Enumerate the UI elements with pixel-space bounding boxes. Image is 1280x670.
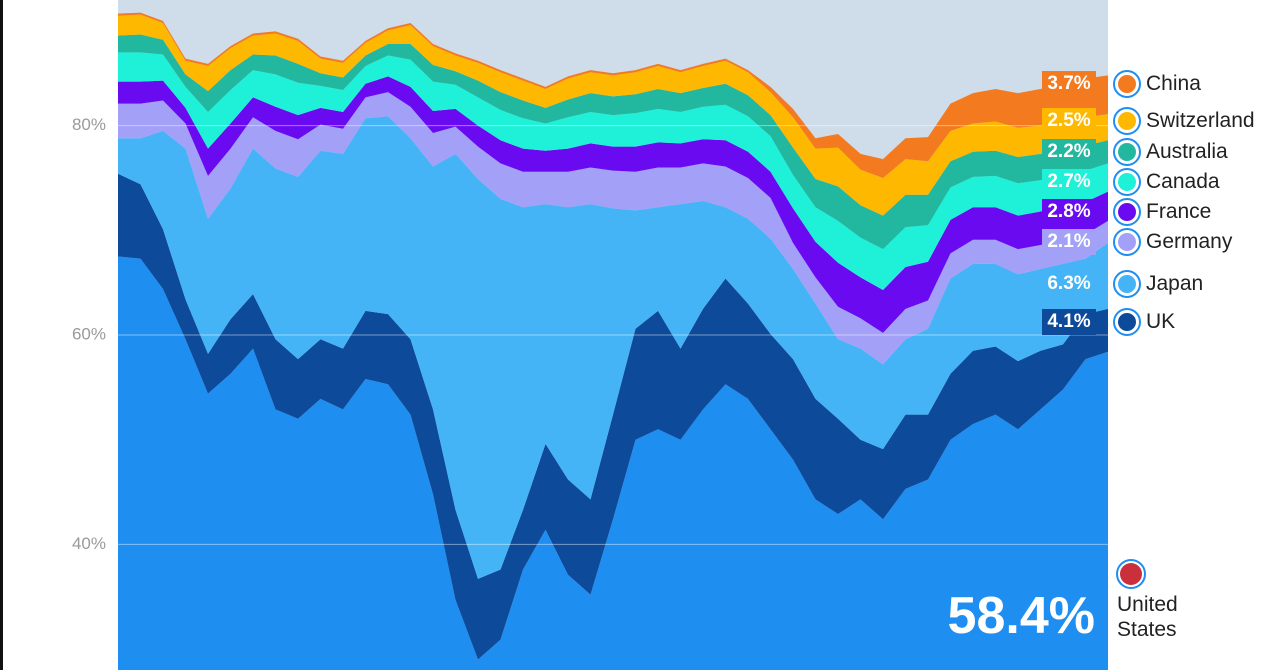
legend-label: Australia bbox=[1146, 140, 1228, 163]
flag-icon-inner bbox=[1118, 75, 1136, 93]
grid: 40% 60% 80% bbox=[72, 115, 1108, 553]
flag-icon-inner bbox=[1118, 143, 1136, 161]
big-value-label: 58.4% bbox=[947, 587, 1095, 645]
flag-icon-inner bbox=[1118, 275, 1136, 293]
flag-icon-inner bbox=[1120, 563, 1142, 585]
flag-icon-inner bbox=[1118, 313, 1136, 331]
flag-icon-inner bbox=[1118, 173, 1136, 191]
value-label: 2.7% bbox=[1042, 169, 1096, 195]
legend-label: Canada bbox=[1146, 170, 1220, 193]
legend-label: Germany bbox=[1146, 230, 1233, 253]
y-tick-label: 60% bbox=[72, 324, 106, 343]
y-tick-label: 40% bbox=[72, 534, 106, 553]
legend-label: China bbox=[1146, 72, 1201, 95]
flag-icon-inner bbox=[1118, 112, 1136, 130]
areas bbox=[118, 12, 1108, 670]
value-label: 2.8% bbox=[1042, 199, 1096, 225]
legend-label: United States bbox=[1117, 593, 1178, 641]
area bbox=[118, 256, 1108, 670]
value-label: 6.3% bbox=[1042, 271, 1096, 297]
legend-label: Switzerland bbox=[1146, 109, 1255, 132]
legend-label: Japan bbox=[1146, 272, 1204, 295]
value-label: 2.1% bbox=[1042, 229, 1096, 255]
area bbox=[118, 173, 1108, 660]
value-label: 2.2% bbox=[1042, 139, 1096, 165]
left-edge bbox=[0, 0, 3, 670]
area bbox=[118, 116, 1108, 579]
flag-icon-inner bbox=[1118, 233, 1136, 251]
flag-icon-inner bbox=[1118, 203, 1136, 221]
value-label: 2.5% bbox=[1042, 108, 1096, 134]
value-label: 4.1% bbox=[1042, 309, 1096, 335]
value-label: 3.7% bbox=[1042, 71, 1096, 97]
legend-label: UK bbox=[1146, 310, 1176, 333]
legend-label: France bbox=[1146, 200, 1212, 223]
y-tick-label: 80% bbox=[72, 115, 106, 134]
